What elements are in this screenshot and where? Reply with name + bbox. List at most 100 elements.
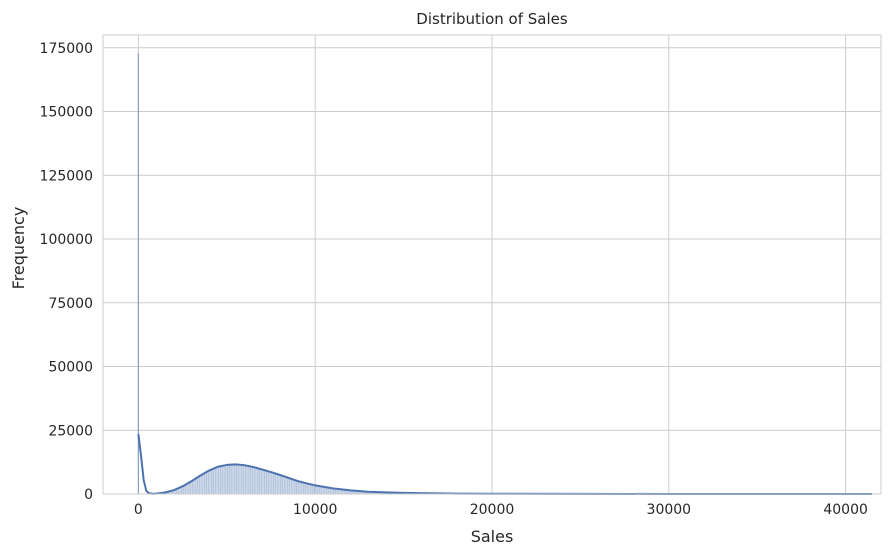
histogram-bar <box>248 466 250 494</box>
histogram-bar <box>312 485 314 494</box>
histogram-bar <box>283 476 285 494</box>
y-tick-label: 75000 <box>48 296 93 312</box>
x-tick-labels: 0 10000 20000 30000 40000 <box>134 502 868 518</box>
histogram-bar <box>204 473 206 494</box>
y-tick-label: 125000 <box>40 168 93 184</box>
histogram-bar <box>262 470 264 494</box>
histogram-bar <box>287 478 289 494</box>
x-tick-label: 10000 <box>293 502 338 518</box>
histogram-bar <box>223 465 225 494</box>
histogram-bar <box>271 472 273 494</box>
histogram-bar <box>239 465 241 494</box>
histogram-layer <box>138 53 872 494</box>
histogram-bar <box>237 465 239 494</box>
x-tick-label: 40000 <box>823 502 868 518</box>
histogram-bar <box>260 469 262 494</box>
histogram-bar <box>206 472 208 494</box>
histogram-bar <box>252 467 254 494</box>
histogram-bar <box>225 465 227 494</box>
histogram-bar <box>216 467 218 494</box>
histogram-bar <box>211 469 213 494</box>
y-tick-label: 100000 <box>40 232 93 248</box>
histogram-bar <box>299 482 301 494</box>
histogram-bar <box>200 475 202 494</box>
y-tick-label: 150000 <box>40 105 93 121</box>
histogram-bar <box>315 485 317 494</box>
histogram-bar <box>195 478 197 494</box>
histogram-bar <box>191 481 193 494</box>
histogram-bar <box>319 486 321 494</box>
histogram-bar <box>301 482 303 494</box>
histogram-bar <box>317 486 319 494</box>
histogram-bar <box>276 474 278 494</box>
y-tick-label: 175000 <box>40 41 93 57</box>
histogram-bar <box>269 472 271 494</box>
histogram-bar <box>282 476 284 494</box>
histogram-bar <box>290 479 292 494</box>
histogram-bar <box>285 477 287 494</box>
histogram-bar <box>198 476 200 494</box>
histogram-bar <box>221 466 223 494</box>
histogram-bar <box>229 465 231 494</box>
histogram-bar <box>275 473 277 494</box>
histogram-bar <box>320 486 322 494</box>
y-tick-label: 0 <box>84 487 93 503</box>
histogram-bar <box>193 480 195 494</box>
histogram-bar <box>214 468 216 494</box>
histogram-bar <box>310 484 312 494</box>
histogram-bar <box>213 469 215 494</box>
histogram-bar <box>280 475 282 494</box>
histogram-bar <box>244 465 246 494</box>
x-axis-label: Sales <box>471 527 514 546</box>
x-tick-label: 30000 <box>647 502 692 518</box>
histogram-bar <box>253 467 255 494</box>
histogram-bar <box>234 464 236 494</box>
histogram-bar <box>259 469 261 494</box>
histogram-bar <box>190 482 192 494</box>
histogram-bar <box>220 466 222 494</box>
y-tick-label: 50000 <box>48 360 93 376</box>
histogram-bar <box>273 473 275 494</box>
histogram-bar <box>241 465 243 494</box>
y-axis-label: Frequency <box>9 207 28 290</box>
histogram-bar <box>305 483 307 494</box>
histogram-bar <box>230 465 232 494</box>
histogram-bar <box>246 466 248 494</box>
histogram-bar <box>218 467 220 494</box>
chart-title: Distribution of Sales <box>416 10 568 28</box>
histogram-bar <box>243 465 245 494</box>
histogram-bar <box>197 477 199 494</box>
histogram-bar <box>266 471 268 494</box>
histogram-bar <box>232 465 234 494</box>
x-tick-label: 0 <box>134 502 143 518</box>
x-tick-label: 20000 <box>470 502 515 518</box>
histogram-bar <box>308 484 310 494</box>
histogram-bar <box>294 480 296 494</box>
histogram-bar <box>264 470 266 494</box>
histogram-bar <box>202 474 204 494</box>
histogram-bar <box>313 485 315 494</box>
histogram-bar <box>250 466 252 494</box>
histogram-bar <box>236 464 238 494</box>
histogram-bar <box>209 470 211 494</box>
histogram-bar <box>296 481 298 494</box>
histogram-bar <box>292 479 294 494</box>
histogram-bar <box>227 465 229 494</box>
histogram-bar <box>255 468 257 494</box>
histogram-bar <box>298 481 300 494</box>
histogram-bar <box>207 471 209 494</box>
histogram-bar <box>289 478 291 494</box>
histogram-bar <box>303 483 305 494</box>
histogram-bar <box>257 468 259 494</box>
grid-layer <box>103 35 881 494</box>
y-tick-labels: 0 25000 50000 75000 100000 125000 150000 175000 <box>40 41 93 503</box>
y-tick-label: 25000 <box>48 423 93 439</box>
histogram-bar <box>306 483 308 494</box>
histogram-bar <box>267 471 269 494</box>
histogram-bar-zero <box>138 53 139 494</box>
histogram-bar <box>278 475 280 494</box>
histogram-bar <box>188 483 190 494</box>
histogram-bar <box>186 484 188 494</box>
